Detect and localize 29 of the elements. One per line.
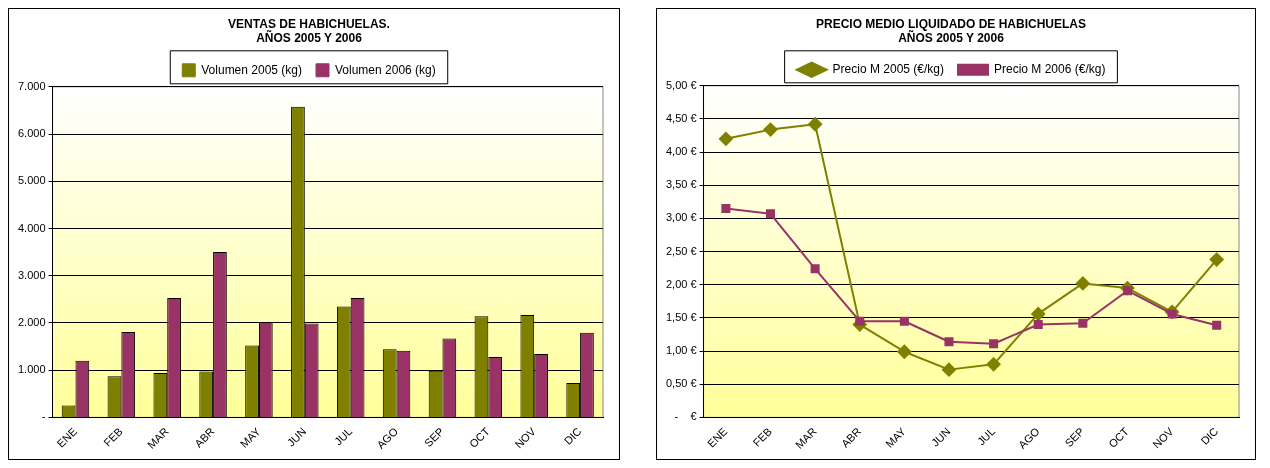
y-tick-label: 3,00 € (665, 211, 697, 224)
y-tick-label: 4.000 (18, 221, 46, 234)
y-tick-label: 2,00 € (665, 277, 697, 290)
chart-title: VENTAS DE HABICHUELAS. AÑOS 2005 Y 2006 (228, 16, 390, 45)
legend-label: Volumen 2005 (kg) (201, 62, 303, 77)
y-tick-label: 2.000 (18, 315, 46, 328)
y-tick-label: 5.000 (18, 174, 46, 187)
legend-label: Precio M 2005 (€/kg) (832, 62, 945, 77)
legend-label: Volumen 2006 (kg) (335, 62, 436, 77)
y-tick-label: 1,50 € (665, 310, 697, 323)
y-tick-label: - € (674, 410, 697, 423)
y-tick-label: 3,50 € (665, 178, 697, 191)
legend-label: Precio M 2006 (€/kg) (994, 62, 1106, 77)
y-tick-label: 5,00 € (665, 78, 697, 91)
x-tick-label: JUL (974, 425, 998, 448)
y-tick-label: 4,50 € (665, 111, 697, 124)
y-tick-label: 3.000 (18, 268, 46, 281)
y-tick-label: 4,00 € (665, 145, 697, 158)
y-tick-label: - (41, 410, 46, 423)
x-tick-label: JUL (331, 425, 355, 448)
y-tick-label: 6.000 (18, 127, 46, 140)
y-tick-label: 1,00 € (665, 344, 697, 357)
y-tick-label: 1.000 (18, 363, 46, 376)
x-tick-label: DIC (1198, 425, 1221, 447)
chart-title: PRECIO MEDIO LIQUIDADO DE HABICHUELAS AÑOS 2005 Y 2006 (815, 16, 1087, 45)
y-tick-label: 0,50 € (665, 377, 697, 390)
y-tick-label: 2,50 € (665, 244, 697, 257)
y-tick-label: 7.000 (18, 79, 46, 92)
x-tick-label: DIC (561, 425, 584, 447)
